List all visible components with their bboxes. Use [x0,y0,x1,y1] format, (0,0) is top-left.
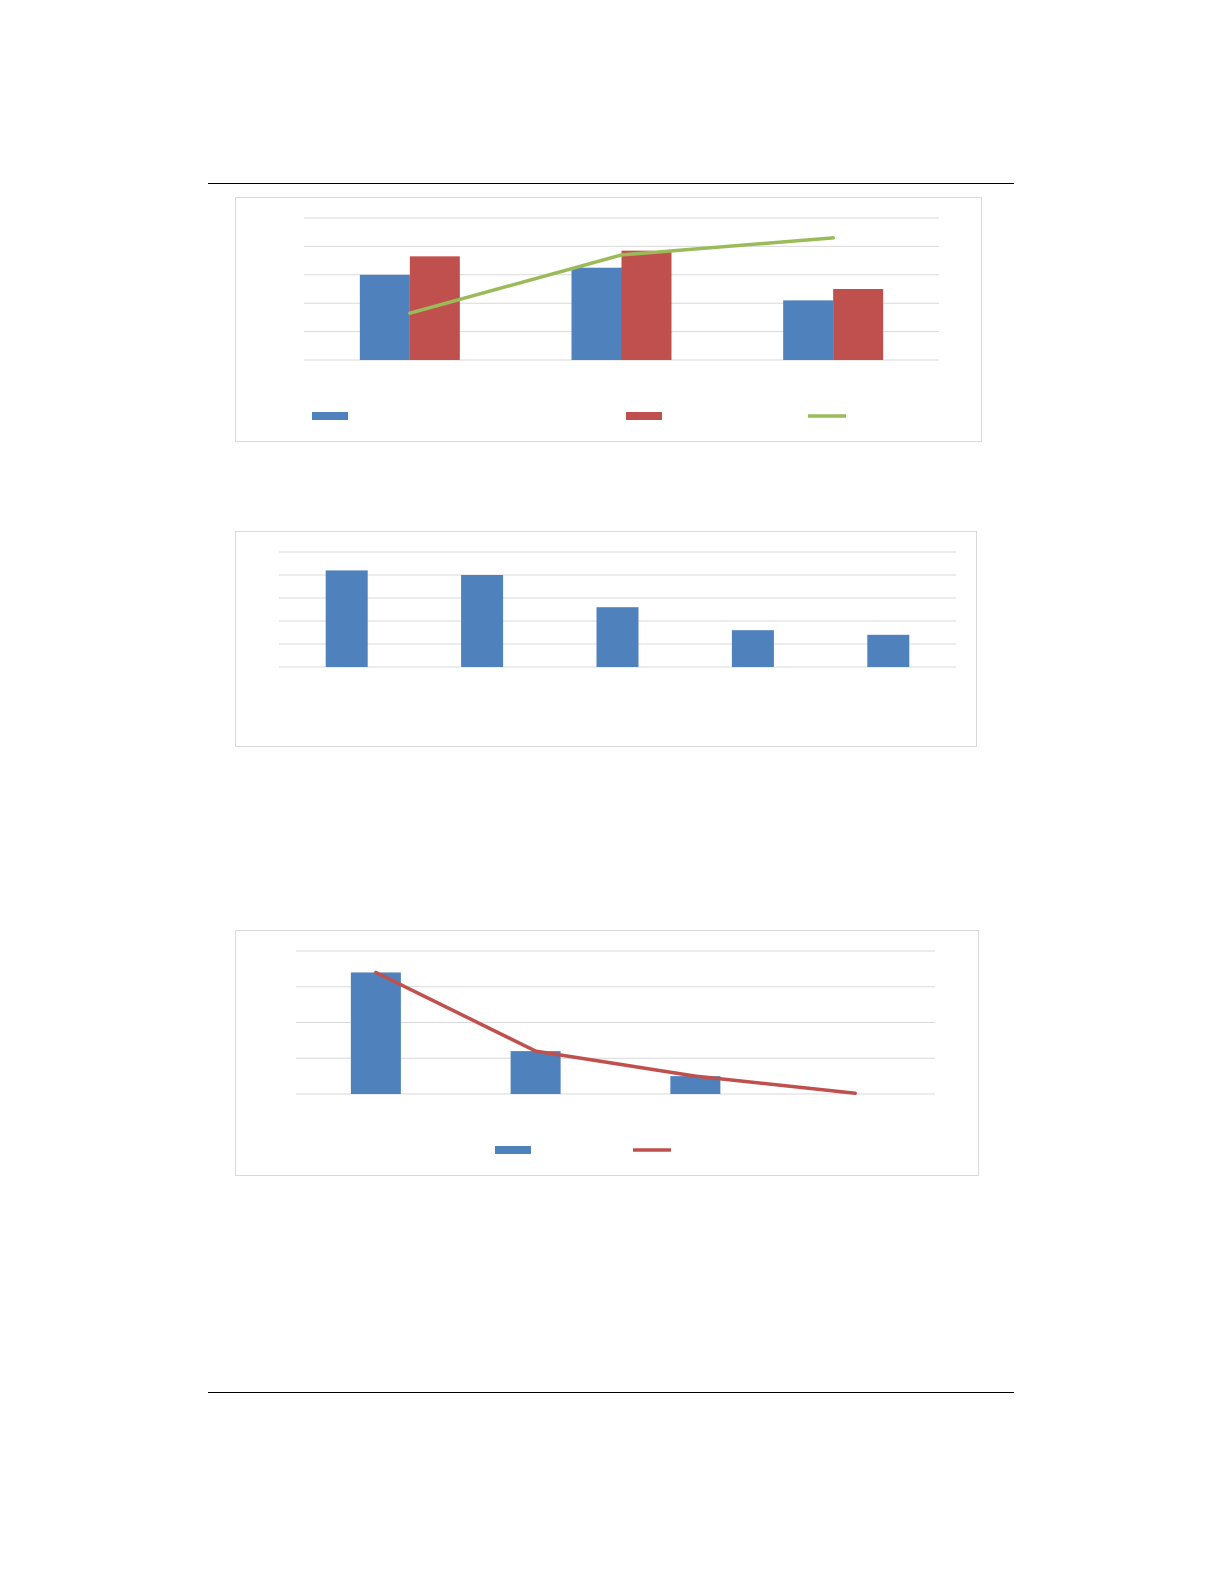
bar [350,972,401,1094]
bar [670,1076,721,1094]
footer-rule [208,1392,1014,1393]
chart-2 [279,551,956,668]
bar [325,570,368,667]
bar [409,256,460,360]
bar [596,607,639,667]
bar [731,630,774,667]
series-line [374,970,857,1096]
bar [783,300,834,360]
series-line [408,236,835,315]
bar [867,634,910,667]
bar [461,575,504,667]
header-rule [208,183,1014,184]
legend-swatch [312,412,348,420]
chart-1 [304,217,939,420]
chart-3 [296,950,935,1154]
bar [621,250,672,360]
chart-3-frame [235,930,979,1176]
chart-1-frame [235,197,982,442]
chart-2-frame [235,531,977,747]
bar [833,289,884,360]
bar [510,1051,561,1094]
bar [359,274,410,360]
legend-swatch [626,412,662,420]
bar [571,267,622,360]
legend-swatch [495,1146,531,1154]
